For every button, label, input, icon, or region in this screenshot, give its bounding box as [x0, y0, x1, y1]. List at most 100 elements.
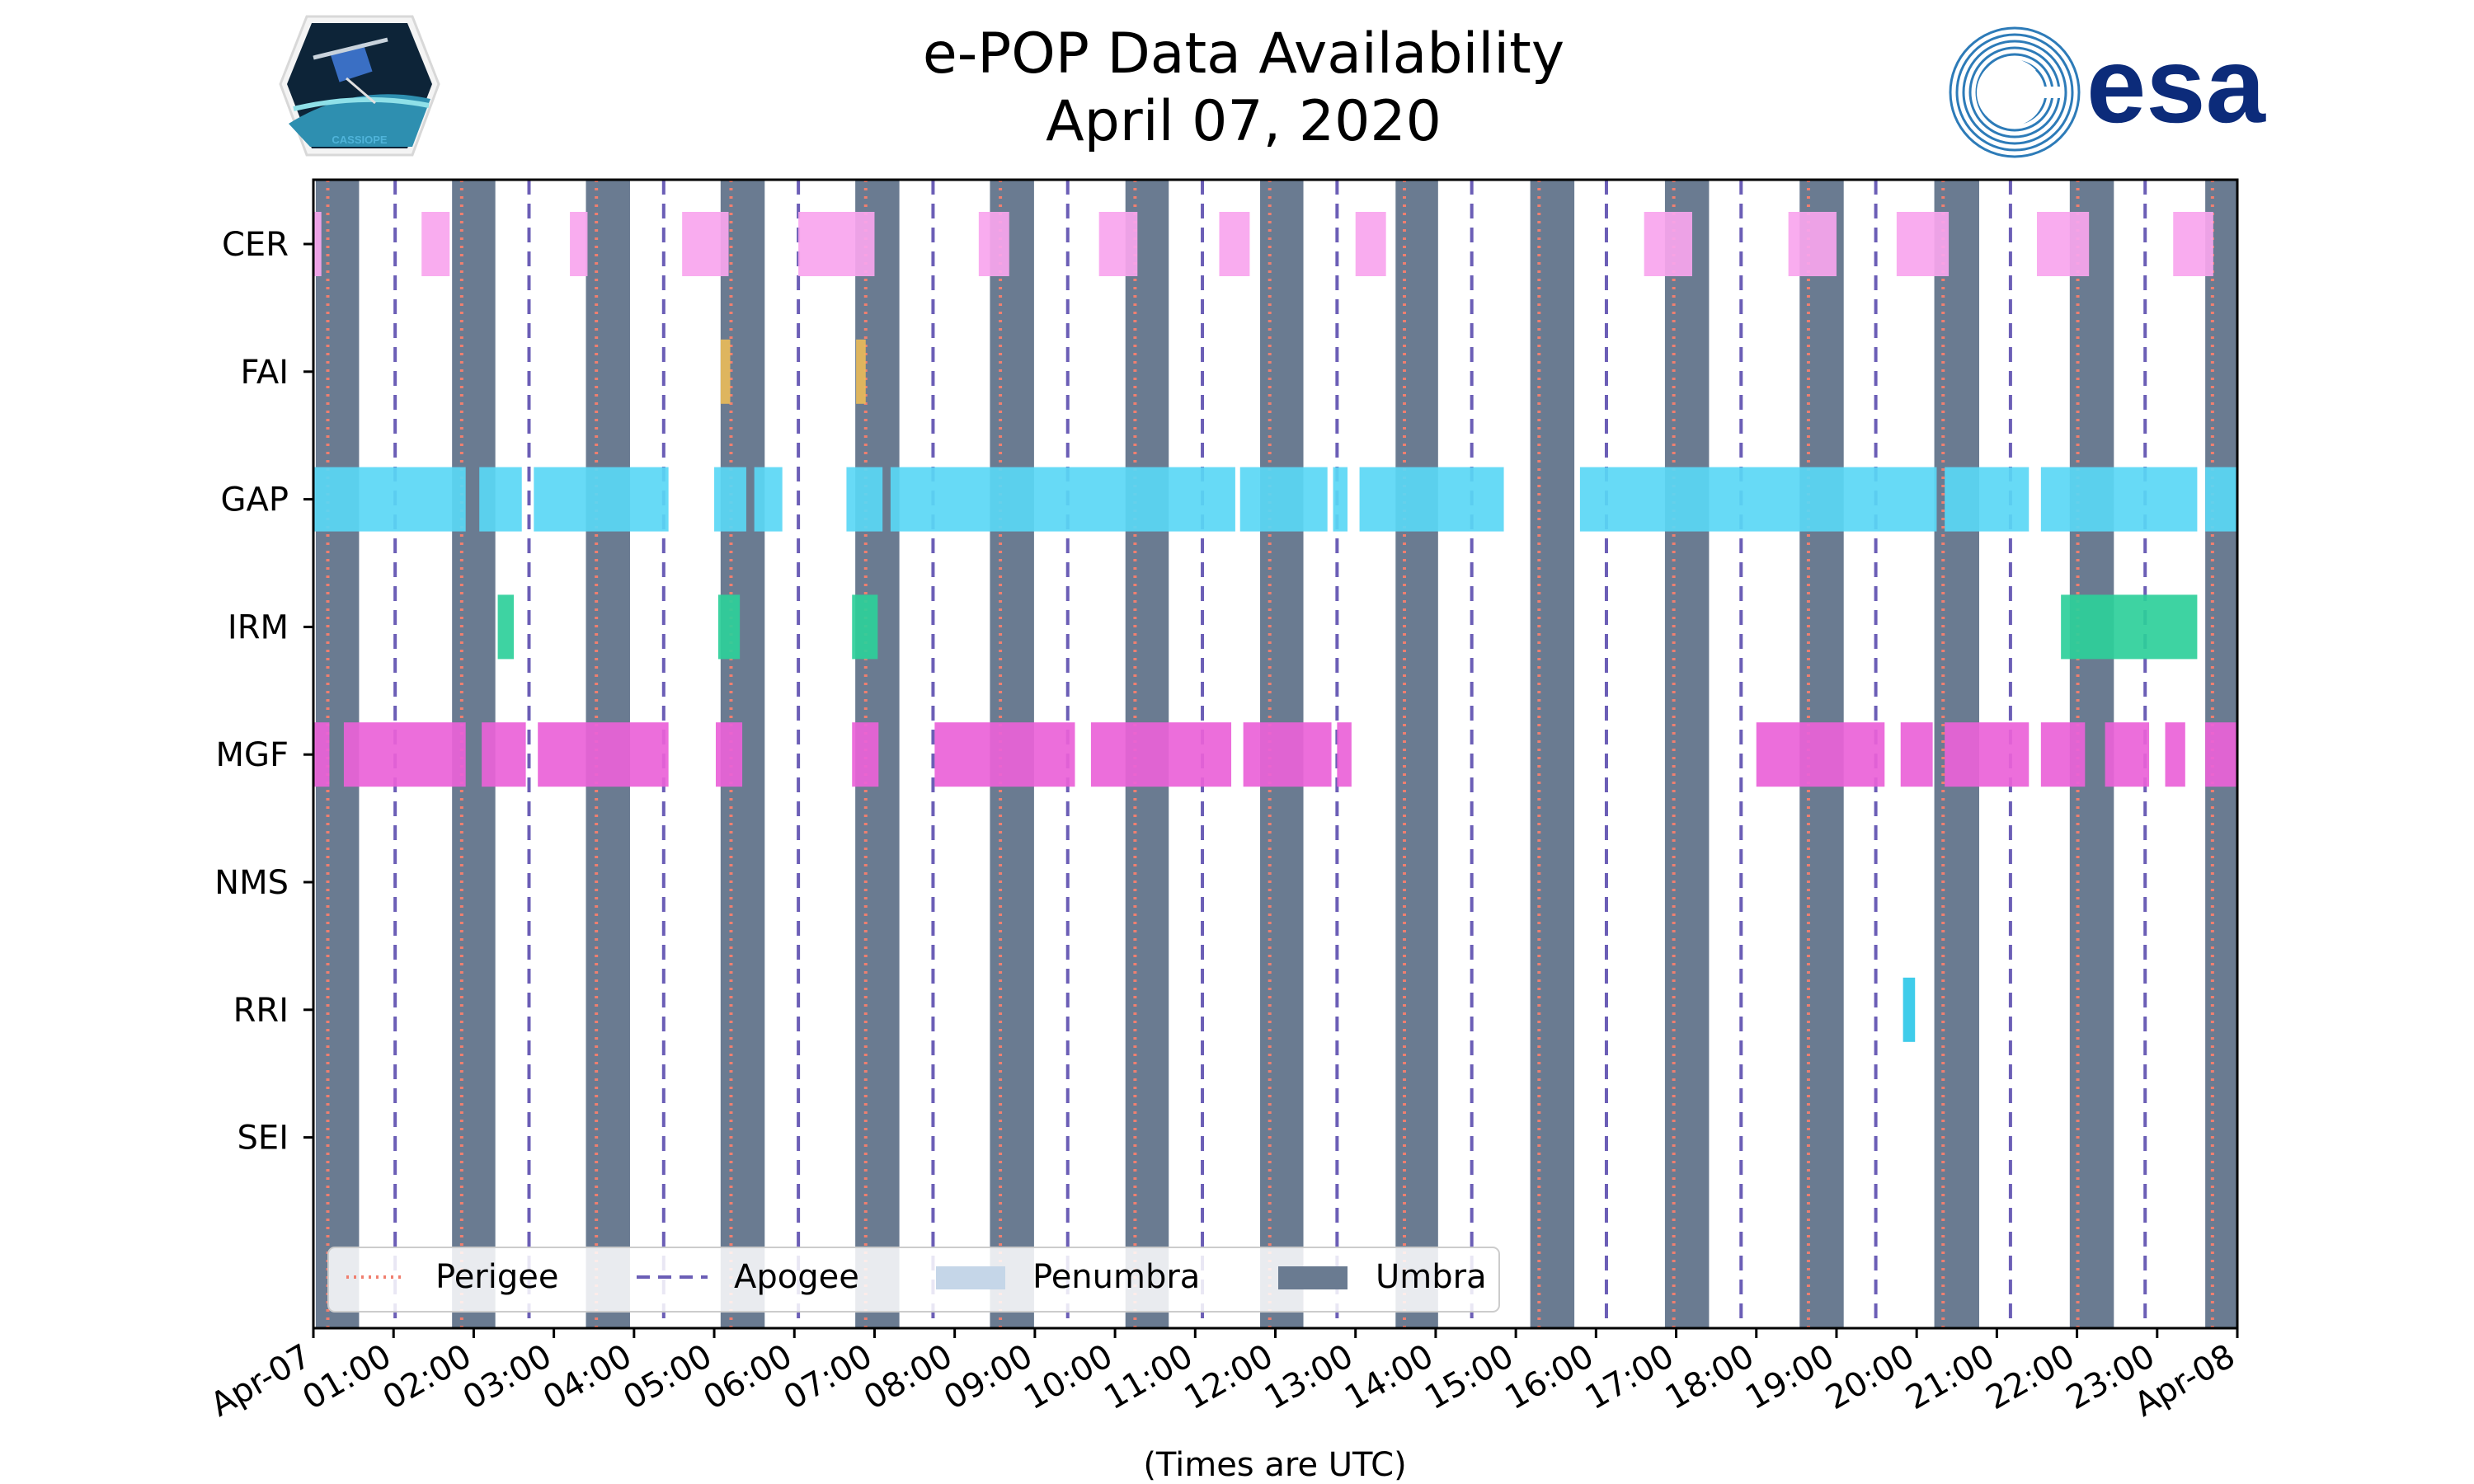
bar-cer-2	[570, 212, 588, 276]
bar-fai-0	[720, 339, 731, 404]
legend-penumbra-label: Penumbra	[1032, 1258, 1200, 1296]
cassiope-logo: CASSIOPE	[279, 15, 440, 157]
esa-logo: esa	[1949, 25, 2267, 158]
x-tick-label-4: 04:00	[537, 1337, 638, 1417]
y-tick-label-rri: RRI	[233, 992, 289, 1030]
x-tick-label-13: 13:00	[1258, 1337, 1360, 1417]
x-tick-label-1: 01:00	[296, 1337, 397, 1417]
x-tick-label-16: 16:00	[1498, 1337, 1600, 1417]
legend-umbra-swatch	[1278, 1266, 1348, 1289]
x-tick-label-5: 05:00	[617, 1337, 718, 1417]
x-tick-label-20: 20:00	[1819, 1337, 1921, 1417]
bar-mgf-5	[852, 722, 879, 787]
bar-cer-3	[682, 212, 729, 276]
x-tick-label-3: 03:00	[457, 1337, 558, 1417]
bar-cer-4	[798, 212, 875, 276]
x-tick-label-0: Apr-07	[205, 1337, 317, 1425]
legend: Perigee Apogee Penumbra Umbra	[327, 1247, 1500, 1313]
availability-bars	[313, 212, 2237, 1042]
bar-irm-1	[717, 594, 741, 660]
x-tick-label-7: 07:00	[778, 1337, 879, 1417]
bar-cer-8	[1355, 212, 1386, 276]
umbra-band-9	[1530, 180, 1575, 1328]
bar-gap-3	[714, 467, 746, 532]
y-tick-label-nms: NMS	[214, 864, 289, 902]
bar-mgf-3	[538, 722, 669, 787]
x-tick-label-15: 15:00	[1418, 1337, 1520, 1417]
bar-mgf-8	[1243, 722, 1332, 787]
bar-mgf-15	[2165, 722, 2185, 787]
bar-gap-4	[754, 467, 783, 532]
bar-cer-11	[1896, 212, 1950, 276]
x-axis-label: (Times are UTC)	[1143, 1446, 1406, 1484]
legend-perigee-label: Perigee	[435, 1258, 558, 1296]
bar-cer-12	[2036, 212, 2090, 276]
legend-umbra-label: Umbra	[1376, 1258, 1487, 1296]
bar-mgf-13	[2040, 722, 2086, 787]
x-tick-label-11: 11:00	[1098, 1337, 1199, 1417]
bar-mgf-14	[2105, 722, 2150, 787]
x-tick-label-19: 19:00	[1739, 1337, 1841, 1417]
x-tick-label-9: 09:00	[938, 1337, 1039, 1417]
bar-mgf-7	[1090, 722, 1232, 787]
bar-mgf-16	[2205, 722, 2237, 787]
bar-gap-13	[2205, 467, 2237, 532]
x-tick-label-22: 22:00	[1980, 1337, 2081, 1417]
bar-cer-0	[313, 212, 322, 276]
x-tick-label-21: 21:00	[1900, 1337, 2001, 1417]
bar-fai-1	[856, 339, 866, 404]
bar-irm-3	[2061, 594, 2198, 660]
x-tick-label-18: 18:00	[1659, 1337, 1761, 1417]
bar-cer-13	[2173, 212, 2213, 276]
y-tick-label-gap: GAP	[221, 481, 289, 519]
bar-mgf-1	[343, 722, 466, 787]
y-tick-label-sei: SEI	[238, 1120, 289, 1158]
umbra-band-10	[1664, 180, 1710, 1328]
bar-cer-10	[1788, 212, 1837, 276]
bar-cer-7	[1219, 212, 1250, 276]
y-tick-label-mgf: MGF	[215, 736, 289, 774]
legend-penumbra-swatch	[936, 1266, 1005, 1289]
x-tick-label-8: 08:00	[858, 1337, 959, 1417]
bar-mgf-0	[313, 722, 330, 787]
bar-gap-8	[1333, 467, 1348, 532]
y-axis: CER FAI GAP IRM MGF NMS RRI SEI	[214, 226, 313, 1158]
bar-mgf-12	[1945, 722, 2030, 787]
x-tick-label-17: 17:00	[1579, 1337, 1681, 1417]
bar-cer-1	[421, 212, 450, 276]
bar-gap-0	[313, 467, 466, 532]
bar-mgf-10	[1756, 722, 1885, 787]
bar-gap-1	[479, 467, 522, 532]
cassiope-logo-text: CASSIOPE	[332, 134, 388, 146]
bar-gap-5	[846, 467, 883, 532]
y-tick-label-fai: FAI	[241, 354, 289, 392]
bar-mgf-2	[482, 722, 526, 787]
bar-gap-9	[1359, 467, 1504, 532]
esa-logo-text: esa	[2086, 25, 2267, 145]
bar-gap-10	[1579, 467, 1937, 532]
x-tick-label-6: 06:00	[697, 1337, 798, 1417]
bar-cer-5	[978, 212, 1009, 276]
x-axis: Apr-0701:0002:0003:0004:0005:0006:0007:0…	[205, 1328, 2241, 1425]
bar-cer-9	[1644, 212, 1692, 276]
bar-irm-2	[852, 594, 878, 660]
bar-gap-7	[1239, 467, 1328, 532]
bar-gap-2	[534, 467, 669, 532]
y-tick-label-irm: IRM	[228, 608, 289, 646]
bar-gap-12	[2040, 467, 2198, 532]
x-tick-label-14: 14:00	[1338, 1337, 1440, 1417]
x-tick-label-10: 10:00	[1018, 1337, 1119, 1417]
bar-cer-6	[1098, 212, 1138, 276]
legend-apogee-label: Apogee	[734, 1258, 859, 1296]
bar-mgf-9	[1337, 722, 1352, 787]
x-tick-label-2: 02:00	[377, 1337, 478, 1417]
bar-mgf-4	[715, 722, 743, 787]
x-tick-label-12: 12:00	[1178, 1337, 1280, 1417]
bar-gap-11	[1945, 467, 2030, 532]
y-tick-label-cer: CER	[222, 226, 289, 264]
bar-rri-0	[1903, 977, 1916, 1042]
bar-gap-6	[890, 467, 1235, 532]
legend-box	[327, 1247, 1500, 1313]
bar-mgf-11	[1900, 722, 1933, 787]
